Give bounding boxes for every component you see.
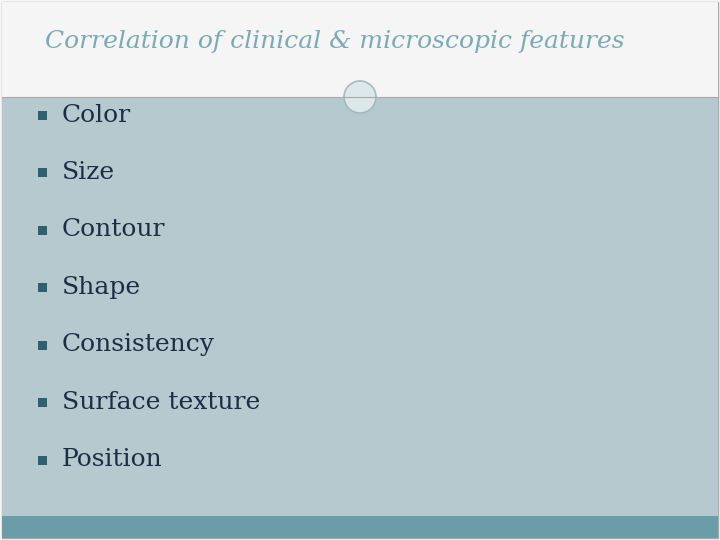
FancyBboxPatch shape: [38, 341, 47, 349]
FancyBboxPatch shape: [2, 97, 718, 516]
FancyBboxPatch shape: [38, 111, 47, 119]
Text: Surface texture: Surface texture: [62, 391, 260, 414]
FancyBboxPatch shape: [38, 398, 47, 407]
Text: Consistency: Consistency: [62, 334, 215, 356]
FancyBboxPatch shape: [2, 2, 718, 97]
FancyBboxPatch shape: [38, 226, 47, 234]
Text: Contour: Contour: [62, 219, 166, 241]
FancyBboxPatch shape: [38, 456, 47, 464]
FancyBboxPatch shape: [38, 168, 47, 177]
Text: Size: Size: [62, 161, 115, 184]
Text: Position: Position: [62, 449, 163, 471]
Text: Shape: Shape: [62, 276, 141, 299]
Text: Correlation of clinical & microscopic features: Correlation of clinical & microscopic fe…: [45, 30, 625, 53]
FancyBboxPatch shape: [2, 516, 718, 538]
FancyBboxPatch shape: [38, 283, 47, 292]
Circle shape: [344, 81, 376, 113]
Text: Color: Color: [62, 104, 131, 126]
